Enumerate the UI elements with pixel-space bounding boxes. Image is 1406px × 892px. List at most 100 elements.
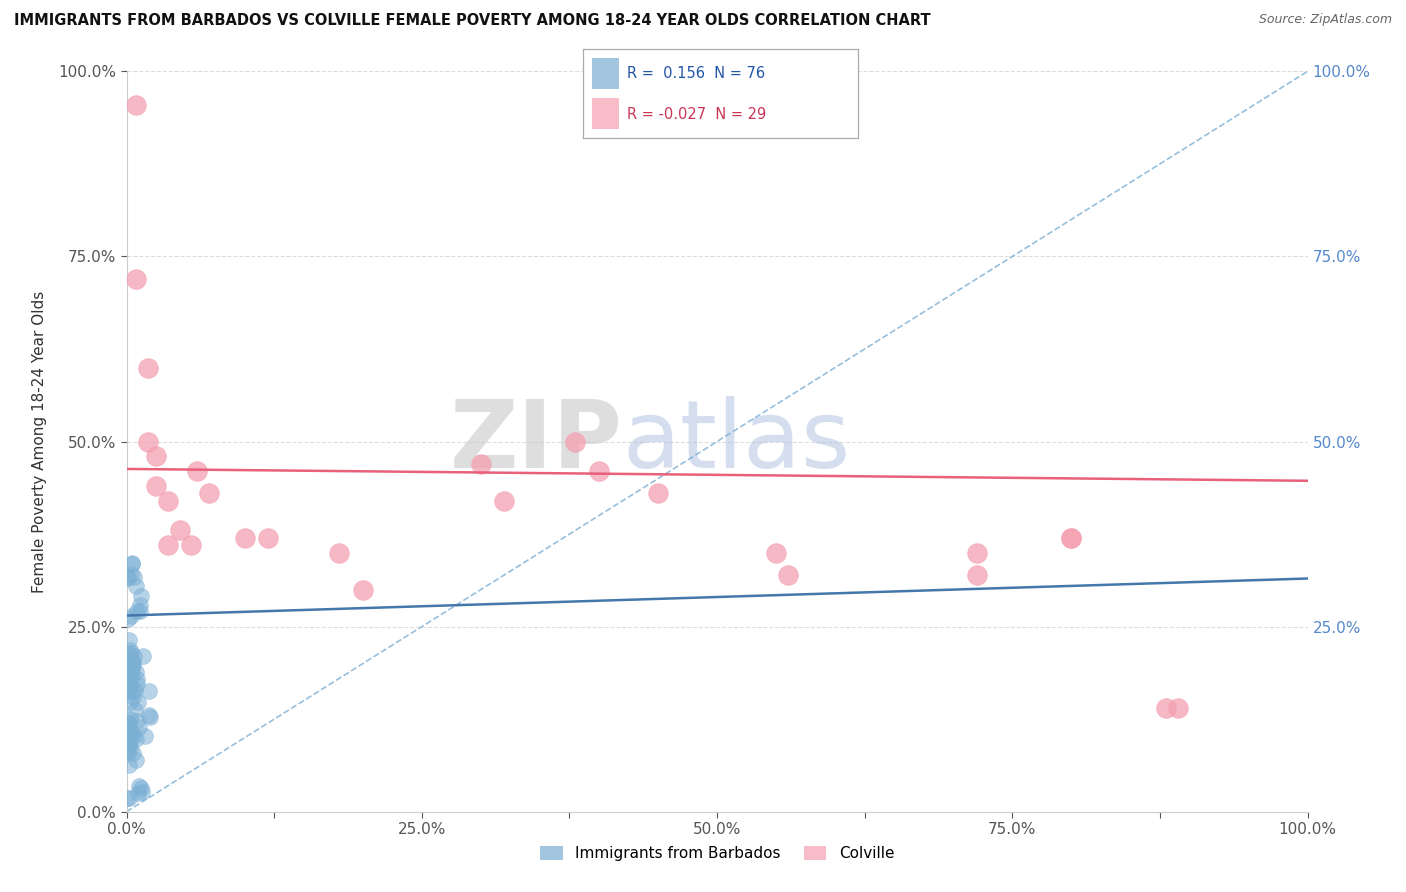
Point	[127, 786, 149, 800]
Point	[118, 735, 141, 749]
Point	[118, 712, 141, 726]
Point	[121, 557, 143, 571]
Point	[118, 791, 141, 805]
Point	[131, 784, 153, 798]
Point	[1167, 701, 1189, 715]
Point	[118, 695, 141, 709]
Text: IMMIGRANTS FROM BARBADOS VS COLVILLE FEMALE POVERTY AMONG 18-24 YEAR OLDS CORREL: IMMIGRANTS FROM BARBADOS VS COLVILLE FEM…	[14, 13, 931, 29]
Point	[180, 538, 202, 552]
Point	[124, 682, 146, 697]
Point	[115, 681, 138, 695]
Point	[115, 570, 138, 584]
Point	[124, 578, 146, 592]
Point	[118, 657, 141, 671]
Point	[494, 493, 516, 508]
Point	[117, 571, 139, 585]
Point	[118, 736, 141, 750]
Point	[328, 546, 350, 560]
Bar	[592, 98, 619, 129]
Point	[118, 671, 141, 685]
Point	[122, 656, 145, 670]
Y-axis label: Female Poverty Among 18-24 Year Olds: Female Poverty Among 18-24 Year Olds	[32, 291, 46, 592]
Point	[470, 457, 492, 471]
Point	[127, 695, 149, 709]
Point	[647, 486, 669, 500]
Point	[257, 531, 280, 545]
Point	[120, 660, 142, 674]
Point	[120, 566, 142, 581]
Point	[122, 569, 145, 583]
Point	[117, 732, 139, 747]
Point	[121, 690, 143, 705]
Point	[156, 538, 179, 552]
Point	[117, 664, 139, 678]
Point	[117, 685, 139, 699]
Text: atlas: atlas	[623, 395, 851, 488]
Point	[127, 714, 149, 728]
Point	[121, 656, 143, 670]
Point	[118, 682, 141, 697]
Point	[132, 648, 155, 663]
Point	[122, 684, 145, 698]
Point	[122, 658, 145, 673]
Point	[118, 633, 141, 648]
Point	[128, 720, 150, 734]
Point	[117, 791, 139, 805]
Text: ZIP: ZIP	[450, 395, 623, 488]
Point	[117, 746, 139, 760]
Point	[128, 604, 150, 618]
Point	[124, 703, 146, 717]
Point	[120, 676, 142, 690]
Point	[118, 722, 141, 736]
Point	[121, 654, 143, 668]
Point	[1154, 701, 1177, 715]
Point	[186, 464, 208, 478]
Point	[1060, 531, 1083, 545]
Point	[122, 746, 145, 760]
Point	[588, 464, 610, 478]
Text: R = -0.027  N = 29: R = -0.027 N = 29	[627, 107, 766, 121]
Point	[120, 670, 142, 684]
Point	[124, 648, 146, 663]
Point	[134, 729, 156, 743]
Point	[125, 271, 148, 285]
Point	[117, 715, 139, 730]
Point	[121, 725, 143, 739]
Point	[145, 479, 167, 493]
Point	[966, 567, 988, 582]
Point	[127, 603, 149, 617]
Point	[120, 646, 142, 660]
Point	[352, 582, 374, 597]
Point	[136, 360, 159, 375]
Point	[125, 673, 148, 687]
Point	[128, 779, 150, 793]
Bar	[592, 58, 619, 89]
Point	[136, 434, 159, 449]
Point	[121, 557, 143, 571]
Point	[145, 450, 167, 464]
Text: Source: ZipAtlas.com: Source: ZipAtlas.com	[1258, 13, 1392, 27]
Point	[1060, 531, 1083, 545]
Point	[138, 684, 160, 698]
Point	[122, 729, 145, 743]
Point	[966, 546, 988, 560]
Point	[121, 664, 143, 678]
Point	[125, 665, 148, 679]
Point	[156, 493, 179, 508]
Point	[115, 717, 138, 731]
Point	[117, 739, 139, 753]
Point	[118, 721, 141, 735]
Point	[564, 434, 586, 449]
Point	[765, 546, 787, 560]
Point	[138, 707, 160, 722]
Point	[233, 531, 256, 545]
Point	[139, 710, 162, 724]
Point	[117, 757, 139, 772]
Point	[129, 781, 152, 796]
Point	[118, 741, 141, 756]
Point	[776, 567, 799, 582]
Point	[117, 724, 139, 739]
Point	[129, 589, 152, 603]
Point	[120, 665, 142, 679]
Point	[120, 609, 142, 624]
